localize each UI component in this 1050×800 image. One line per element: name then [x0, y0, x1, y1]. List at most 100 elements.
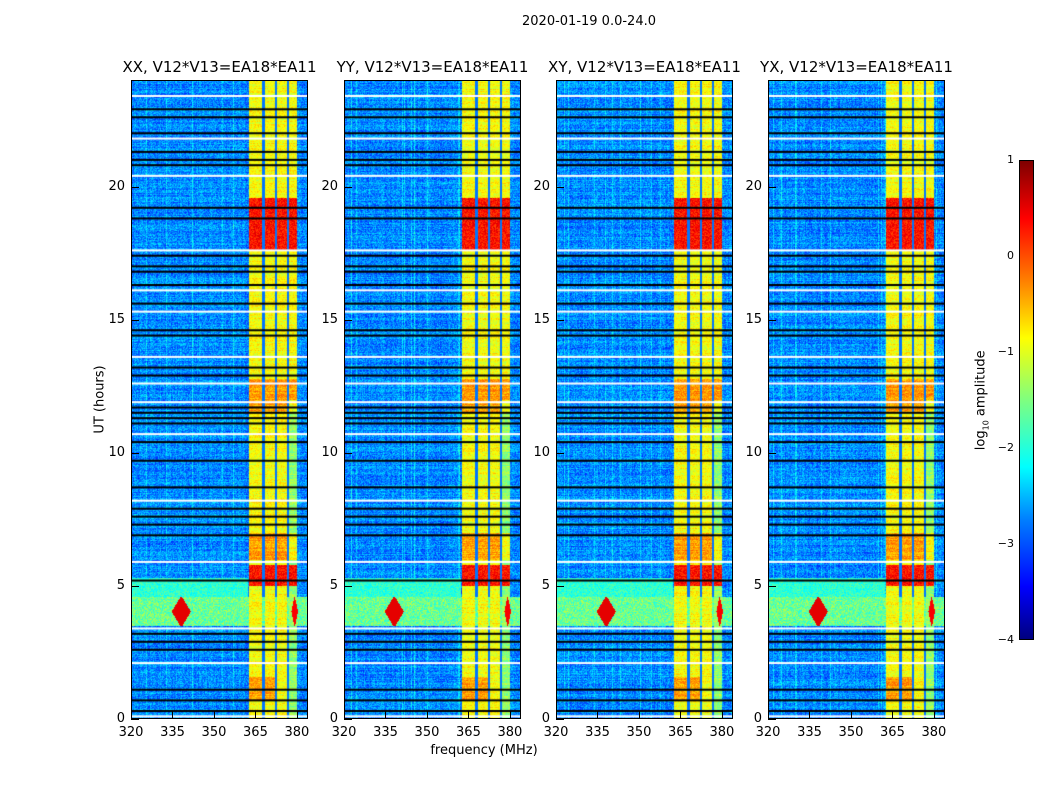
x-tick-label: 335: [585, 725, 610, 740]
y-tick-label: 0: [541, 711, 550, 726]
axes-frame: [768, 80, 945, 719]
x-tick-label: 320: [118, 725, 144, 740]
y-tick-mark: [131, 452, 139, 454]
x-tick-mark: [638, 711, 640, 719]
y-tick-mark: [344, 319, 352, 321]
x-tick-mark: [296, 711, 298, 719]
x-tick-mark: [468, 711, 470, 719]
colorbar: [1019, 160, 1034, 640]
x-tick-label: 335: [160, 725, 185, 740]
x-tick-label: 320: [331, 725, 357, 740]
x-tick-label: 350: [838, 725, 864, 740]
x-tick-mark: [850, 711, 852, 719]
y-tick-mark: [768, 719, 776, 720]
colorbar-tick-label: −2: [997, 441, 1014, 454]
y-tick-label: 5: [541, 577, 550, 593]
x-tick-mark: [556, 711, 557, 719]
y-tick-mark: [768, 186, 776, 188]
x-tick-label: 320: [755, 725, 781, 740]
y-tick-mark: [556, 452, 564, 454]
y-tick-label: 15: [321, 311, 338, 327]
x-tick-label: 350: [626, 725, 652, 740]
x-tick-mark: [344, 711, 345, 719]
x-tick-mark: [509, 711, 511, 719]
x-tick-label: 335: [373, 725, 398, 740]
y-tick-label: 20: [533, 178, 550, 194]
y-tick-mark: [344, 719, 352, 720]
x-tick-label: 380: [709, 725, 735, 740]
y-tick-label: 10: [745, 444, 762, 460]
x-tick-mark: [892, 711, 894, 719]
panel-4: YX, V12*V13=EA18*EA11 320 335 350 365 380 0 5 10…: [745, 58, 952, 740]
y-tick-label: 20: [745, 178, 762, 194]
axes-frame: [556, 80, 733, 719]
y-tick-mark: [344, 186, 352, 188]
x-tick-label: 335: [797, 725, 822, 740]
colorbar-tick-label: −3: [997, 537, 1014, 550]
x-tick-label: 350: [414, 725, 440, 740]
y-tick-label: 0: [329, 711, 338, 726]
panel-title: YX, V12*V13=EA18*EA11: [760, 58, 953, 76]
x-tick-mark: [809, 711, 811, 719]
colorbar-tick-label: −4: [997, 633, 1014, 646]
y-tick-label: 5: [116, 577, 125, 593]
y-tick-label: 10: [321, 444, 338, 460]
x-tick-label: 380: [497, 725, 523, 740]
x-tick-mark: [680, 711, 682, 719]
y-tick-mark: [131, 186, 139, 188]
x-tick-label: 380: [284, 725, 310, 740]
x-tick-label: 320: [543, 725, 569, 740]
spectrogram-heatmap: [131, 80, 308, 719]
figure-title: 2020-01-19 0.0-24.0: [522, 14, 656, 29]
y-tick-mark: [556, 186, 564, 188]
colorbar-label: log10 amplitude: [973, 350, 991, 451]
y-tick-label: 20: [321, 178, 338, 194]
y-tick-mark: [131, 585, 139, 587]
x-tick-mark: [385, 711, 387, 719]
spectrogram-heatmap: [768, 80, 945, 719]
y-tick-label: 0: [116, 711, 125, 726]
x-tick-label: 365: [243, 725, 268, 740]
y-tick-mark: [556, 719, 564, 720]
x-tick-label: 365: [456, 725, 481, 740]
y-tick-mark: [131, 719, 139, 720]
y-tick-mark: [768, 452, 776, 454]
y-tick-label: 15: [108, 311, 125, 327]
y-tick-mark: [344, 585, 352, 587]
y-tick-mark: [768, 585, 776, 587]
panel-1: XX, V12*V13=EA18*EA11 320 335 350 365 380 0 5 10…: [108, 58, 316, 740]
spectrogram-heatmap: [344, 80, 521, 719]
panel-2: YY, V12*V13=EA18*EA11 320 335 350 365 380 0 5 10…: [321, 58, 528, 740]
x-tick-mark: [721, 711, 723, 719]
colorbar-tick-label: 0: [1007, 249, 1014, 262]
y-tick-mark: [556, 319, 564, 321]
x-tick-mark: [597, 711, 599, 719]
y-tick-label: 20: [108, 178, 125, 194]
panel-title: YY, V12*V13=EA18*EA11: [336, 58, 529, 76]
y-tick-label: 5: [753, 577, 762, 593]
y-axis-label: UT (hours): [92, 365, 108, 434]
x-tick-mark: [426, 711, 428, 719]
x-tick-mark: [131, 711, 132, 719]
y-tick-mark: [131, 319, 139, 321]
x-tick-label: 365: [668, 725, 693, 740]
y-tick-label: 15: [533, 311, 550, 327]
x-tick-label: 350: [201, 725, 227, 740]
x-tick-mark: [213, 711, 215, 719]
colorbar-tick-label: 1: [1007, 153, 1014, 166]
y-tick-mark: [556, 585, 564, 587]
panel-title: XY, V12*V13=EA18*EA11: [548, 58, 741, 76]
colorbar-tick-label: −1: [997, 345, 1014, 358]
x-tick-label: 380: [921, 725, 947, 740]
axes-frame: [131, 80, 308, 719]
y-tick-mark: [768, 319, 776, 321]
spectrogram-heatmap: [556, 80, 733, 719]
x-tick-mark: [255, 711, 257, 719]
x-tick-mark: [768, 711, 769, 719]
axes-frame: [344, 80, 521, 719]
x-axis-label: frequency (MHz): [430, 743, 538, 758]
y-tick-label: 10: [533, 444, 550, 460]
y-tick-label: 0: [753, 711, 762, 726]
y-tick-label: 10: [108, 444, 125, 460]
